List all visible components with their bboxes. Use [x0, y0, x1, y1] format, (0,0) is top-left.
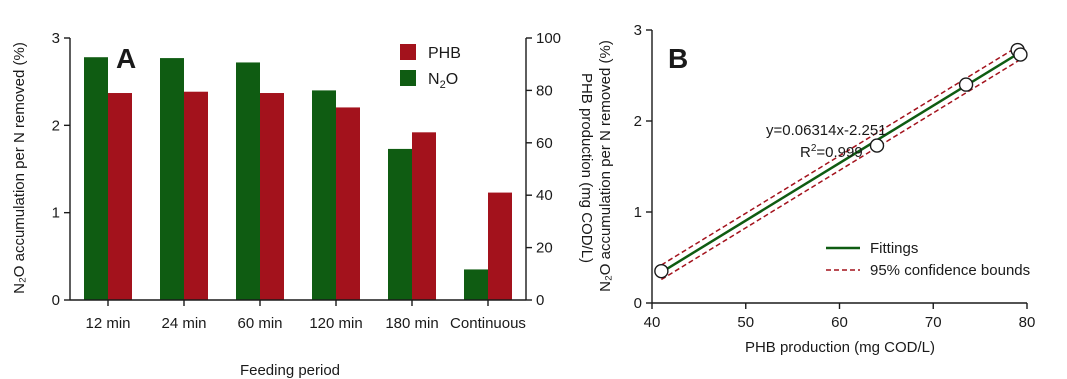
x-tick-label: 12 min	[85, 315, 130, 332]
bar-phb	[488, 192, 512, 300]
r2-value: =0.999	[816, 144, 862, 161]
panel-b-x-label: PHB production (mg COD/L)	[745, 339, 935, 356]
panel-a-axes	[69, 38, 527, 301]
fit-r-squared: R2=0.999	[800, 143, 863, 161]
scatter-point	[1013, 47, 1028, 62]
panel-b-y-label: N₂O accumulation per N removed (%)	[597, 40, 614, 292]
panel-b-legend: Fittings 95% confidence bounds	[826, 240, 1030, 279]
x-tick-label: 180 min	[385, 315, 438, 332]
panel-a-bars	[84, 57, 512, 301]
bar-phb	[260, 93, 284, 301]
y-right-tick-label: 40	[536, 187, 553, 204]
legend-label-fittings: Fittings	[870, 240, 918, 257]
panel-a-ticks: 12 min 24 min 60 min 120 min 180 min Continuo…	[52, 30, 561, 332]
y-left-tick-label: 3	[52, 30, 60, 47]
r2-prefix: R	[800, 144, 811, 161]
bar-n2o	[84, 57, 108, 300]
confidence-lower-line	[660, 58, 1021, 281]
legend-label-n2o: N2O	[428, 71, 458, 91]
bar-n2o	[236, 62, 260, 300]
legend-n2o-sub: 2	[440, 79, 446, 91]
b-x-tick-label: 70	[925, 314, 942, 331]
x-tick-label: 60 min	[237, 315, 282, 332]
b-y-tick-label: 2	[634, 113, 642, 130]
y-right-tick-label: 20	[536, 240, 553, 257]
panel-a: 12 min 24 min 60 min 120 min 180 min Continuo…	[11, 30, 595, 379]
legend-n2o-main: N	[428, 71, 440, 88]
x-tick-label: 120 min	[309, 315, 362, 332]
b-x-tick-label: 40	[644, 314, 661, 331]
y-right-tick-label: 100	[536, 30, 561, 47]
legend-label-phb: PHB	[428, 45, 461, 62]
b-x-tick-label: 50	[737, 314, 754, 331]
bar-phb	[336, 107, 360, 301]
panel-a-y-left-label: N₂O accumulation per N removed (%)	[11, 42, 28, 294]
b-y-tick-label: 1	[634, 204, 642, 221]
legend-label-confidence: 95% confidence bounds	[870, 262, 1030, 279]
y-right-tick-label: 60	[536, 135, 553, 152]
bar-n2o	[388, 148, 412, 300]
legend-n2o-tail: O	[446, 71, 458, 88]
bar-n2o	[160, 58, 184, 300]
bar-phb	[412, 132, 436, 300]
panel-a-y-right-label: PHB production (mg COD/L)	[578, 73, 595, 263]
panel-a-x-label: Feeding period	[240, 362, 340, 379]
y-left-tick-label: 0	[52, 292, 60, 309]
b-y-tick-label: 0	[634, 295, 642, 312]
x-tick-label: Continuous	[450, 315, 526, 332]
scatter-point	[958, 77, 974, 92]
legend-swatch-n2o	[400, 70, 416, 86]
scatter-point	[654, 263, 669, 279]
x-tick-label: 24 min	[161, 315, 206, 332]
bar-phb	[108, 93, 132, 301]
y-left-tick-label: 1	[52, 205, 60, 222]
b-y-tick-label: 3	[634, 22, 642, 39]
r2-sup: 2	[811, 143, 817, 154]
bar-n2o	[312, 90, 336, 301]
fit-equation: y=0.06314x-2.251	[766, 122, 887, 139]
y-right-tick-label: 0	[536, 292, 544, 309]
panel-b-ticks: 40 50 60 70 80 0 1 2 3	[634, 22, 1036, 331]
panel-b-points	[654, 42, 1028, 279]
b-x-tick-label: 60	[831, 314, 848, 331]
panel-a-letter: A	[116, 43, 136, 74]
panel-a-legend: PHB N2O	[400, 44, 461, 91]
confidence-upper-line	[660, 44, 1021, 266]
panel-b-letter: B	[668, 43, 688, 74]
b-x-tick-label: 80	[1019, 314, 1036, 331]
bar-phb	[184, 91, 208, 301]
y-right-tick-label: 80	[536, 82, 553, 99]
scatter-point	[869, 138, 885, 153]
bar-n2o	[464, 269, 488, 300]
y-left-tick-label: 2	[52, 117, 60, 134]
legend-swatch-phb	[400, 44, 416, 60]
